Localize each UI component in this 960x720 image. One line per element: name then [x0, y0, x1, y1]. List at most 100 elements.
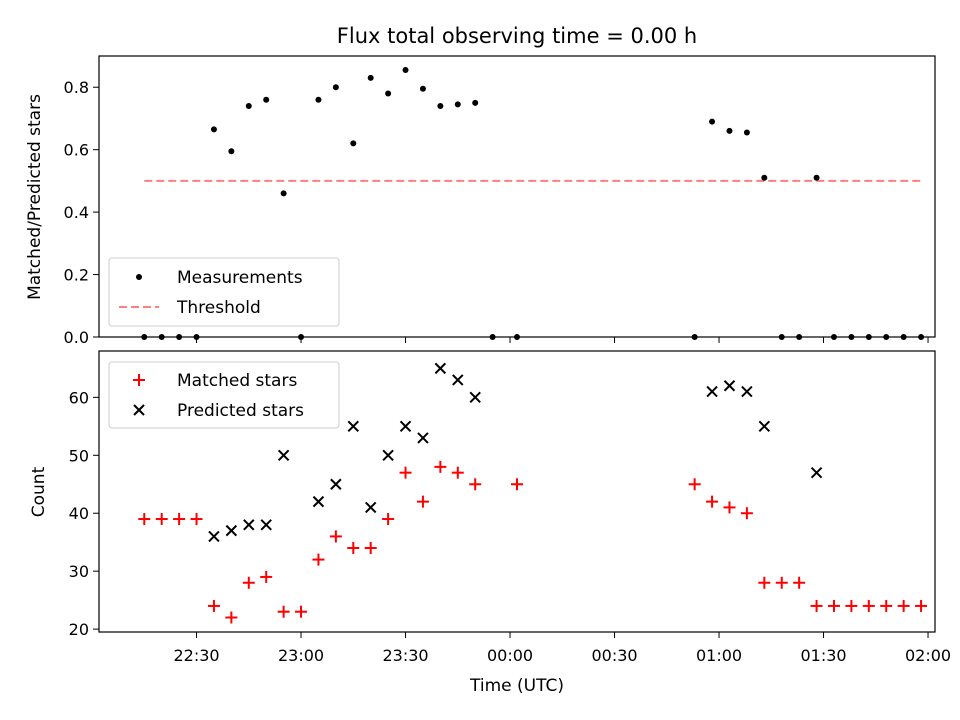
matched-star-point — [793, 576, 806, 589]
predicted-star-point — [452, 374, 464, 386]
measurement-point — [709, 118, 716, 125]
legend-matched-label: Matched stars — [177, 371, 297, 391]
predicted-star-point — [758, 420, 771, 433]
matched-star-point — [775, 576, 788, 589]
matched-star-point — [364, 541, 377, 554]
predicted-star-point — [312, 495, 325, 508]
bottom-x-tick-label: 23:00 — [278, 646, 324, 665]
bottom-legend: Matched stars Predicted stars — [108, 361, 340, 429]
predicted-star-point — [741, 385, 753, 398]
measurement-point — [437, 102, 444, 109]
predicted-star-point — [243, 519, 255, 531]
measurement-point — [367, 74, 374, 81]
legend-matched-marker — [133, 374, 145, 386]
top-legend-box — [108, 257, 340, 327]
predicted-star-point — [706, 385, 718, 398]
predicted-star-point — [434, 362, 447, 375]
legend-measurements-marker — [136, 274, 142, 280]
matched-star-point — [155, 513, 168, 526]
top-plot-frame — [98, 55, 936, 338]
bottom-y-tick-label: 30 — [69, 562, 89, 581]
measurement-point — [743, 129, 750, 136]
predicted-star-point — [382, 449, 394, 461]
matched-star-point — [469, 478, 482, 491]
measurement-point — [454, 101, 461, 108]
bottom-y-tick-label: 50 — [69, 446, 89, 465]
matched-star-point — [295, 605, 308, 618]
matched-star-point — [173, 513, 186, 526]
legend-predicted-label: Predicted stars — [177, 401, 304, 421]
matched-star-point — [329, 530, 342, 543]
measurement-point — [280, 190, 287, 197]
predicted-star-point — [330, 478, 342, 490]
measurement-point — [332, 84, 339, 91]
measurement-point — [385, 90, 392, 97]
measurement-point — [726, 127, 733, 134]
top-y-tick-label: 0.2 — [64, 266, 89, 285]
matched-star-point — [434, 460, 447, 473]
matched-star-point — [190, 513, 203, 526]
top-legend: Measurements Threshold — [108, 257, 340, 327]
legend-predicted-marker — [133, 404, 145, 416]
measurement-point — [210, 126, 217, 133]
matched-star-point — [225, 611, 238, 624]
top-y-axis-label: Matched/Predicted stars — [25, 94, 45, 300]
matched-star-point — [688, 478, 701, 491]
bottom-y-tick-label: 20 — [69, 620, 89, 639]
predicted-star-point — [347, 420, 359, 433]
measurement-point — [419, 85, 426, 92]
matched-star-point — [277, 605, 290, 618]
matched-star-point — [399, 466, 412, 479]
bottom-x-tick-label: 01:30 — [800, 646, 846, 665]
matched-star-point — [880, 599, 893, 612]
matched-star-point — [758, 576, 771, 589]
bottom-x-tick-label: 22:30 — [173, 646, 219, 665]
matched-star-point — [207, 599, 220, 612]
measurement-point — [472, 99, 479, 106]
matched-star-point — [915, 599, 928, 612]
matched-star-point — [862, 599, 875, 612]
predicted-star-point — [417, 432, 429, 444]
bottom-legend-box — [108, 361, 340, 429]
legend-measurements-label: Measurements — [177, 268, 303, 288]
bottom-y-tick-label: 60 — [69, 388, 89, 407]
bottom-plot-frame — [98, 350, 936, 633]
matched-star-point — [260, 570, 273, 583]
bottom-y-tick-label: 40 — [69, 504, 89, 523]
measurement-point — [813, 174, 820, 181]
matched-star-point — [740, 507, 753, 520]
matched-star-point — [138, 513, 151, 526]
bottom-panel: Count Time (UTC) 20 30 40 50 60 22:30 23:00 23… — [29, 350, 951, 696]
matched-star-point — [347, 541, 360, 554]
bottom-x-tick-label: 01:00 — [696, 646, 742, 665]
measurement-point — [245, 102, 252, 109]
top-y-tick-label: 0.4 — [64, 203, 89, 222]
matched-star-point — [723, 501, 736, 514]
top-panel: Matched/Predicted stars 0.00.20.40.60.8 … — [25, 55, 936, 347]
bottom-x-axis-label: Time (UTC) — [469, 676, 564, 696]
matched-star-point — [382, 513, 395, 526]
measurement-point — [402, 67, 409, 74]
predicted-star-point — [399, 420, 412, 433]
predicted-star-point — [723, 380, 736, 392]
matched-star-point — [451, 466, 464, 479]
predicted-star-point — [225, 524, 238, 537]
legend-threshold-label: Threshold — [176, 298, 261, 318]
predicted-star-point — [810, 466, 823, 479]
matched-star-point — [810, 599, 823, 612]
matched-star-point — [897, 599, 910, 612]
measurement-point — [263, 96, 270, 103]
predicted-star-point — [208, 530, 220, 543]
matched-star-point — [511, 478, 523, 491]
bottom-x-tick-label: 00:30 — [591, 646, 637, 665]
measurement-point — [350, 140, 357, 147]
top-y-tick-label: 0.8 — [64, 78, 89, 97]
bottom-y-axis-label: Count — [29, 466, 49, 517]
bottom-x-tick-label: 23:30 — [382, 646, 428, 665]
predicted-star-point — [364, 501, 377, 514]
top-y-tick-label: 0.6 — [64, 141, 89, 160]
predicted-star-point — [260, 519, 272, 531]
predicted-star-point — [277, 449, 290, 461]
measurement-point — [761, 174, 768, 181]
